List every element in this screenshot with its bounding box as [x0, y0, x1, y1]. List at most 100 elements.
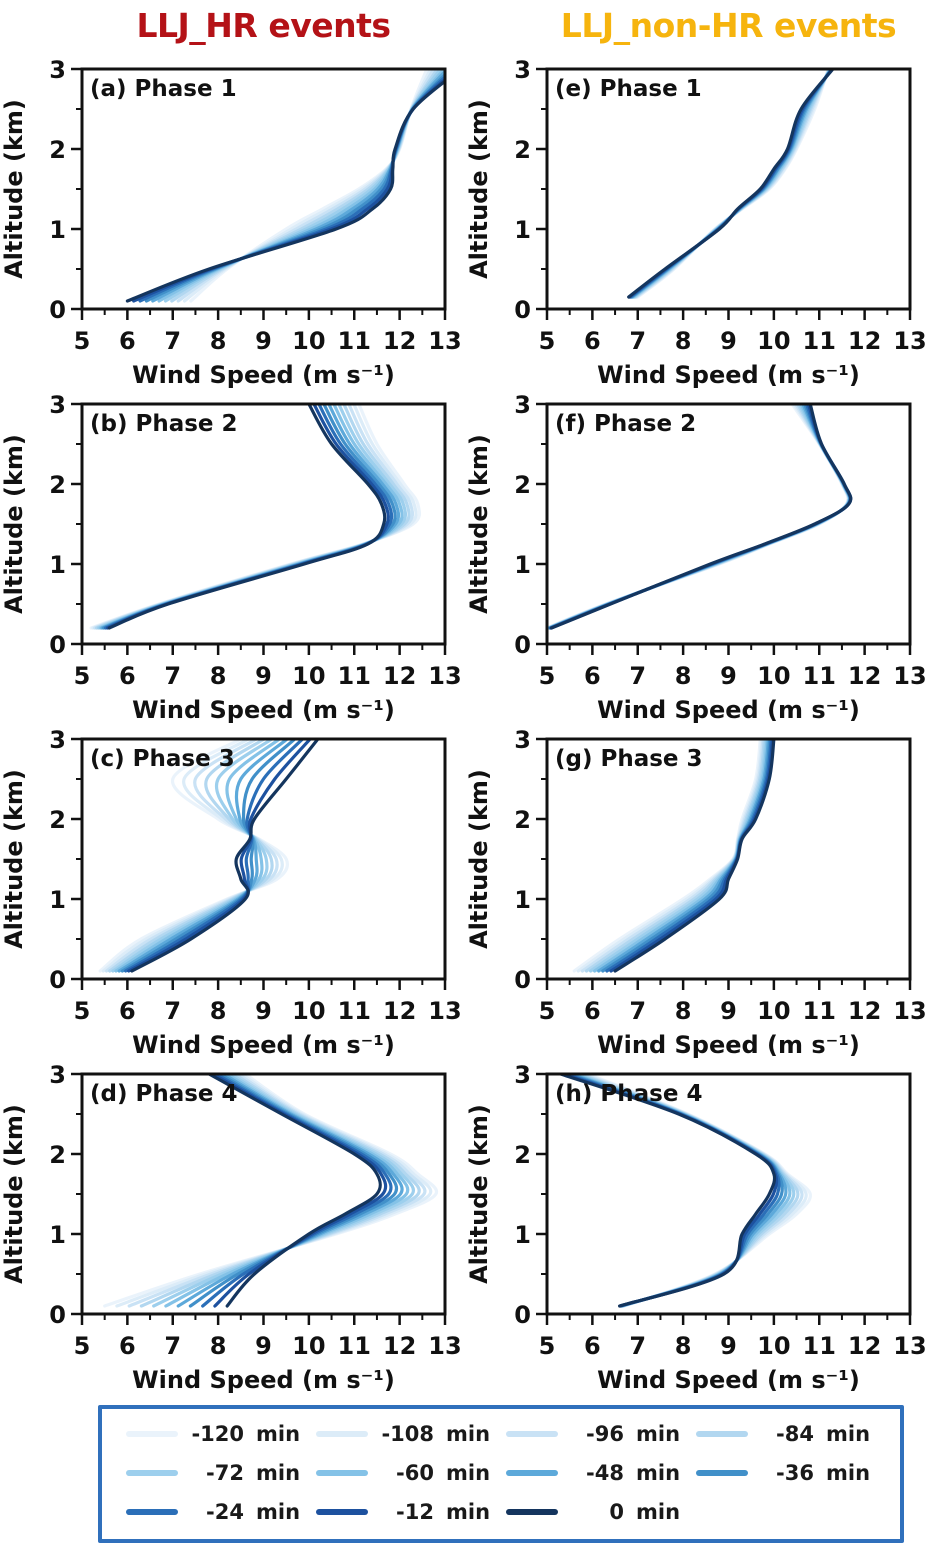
wind-profile-line--36min [144, 72, 445, 303]
y-tick-label: 1 [49, 551, 66, 579]
x-tick-label: 7 [629, 1332, 646, 1360]
y-tick-label: 1 [49, 216, 66, 244]
x-tick-label: 11 [803, 997, 836, 1025]
wind-profile-line-0min [130, 739, 320, 973]
legend-color-swatch-icon [506, 1431, 558, 1437]
x-axis-title: Wind Speed (m s⁻¹) [132, 361, 395, 389]
legend-time-value: -96 [586, 1422, 624, 1446]
x-tick-label: 7 [629, 327, 646, 355]
legend-time-unit: min [446, 1500, 491, 1524]
x-tick-label: 9 [720, 327, 737, 355]
x-tick-label: 13 [893, 997, 926, 1025]
x-tick-label: 9 [255, 327, 272, 355]
wind-profile-line--84min [94, 404, 411, 630]
x-tick-label: 9 [720, 1332, 737, 1360]
y-tick-label: 2 [49, 471, 66, 499]
x-tick-label: 9 [720, 662, 737, 690]
wind-profile-line--96min [580, 1074, 804, 1308]
x-tick-label: 11 [803, 662, 836, 690]
wind-profile-line--48min [117, 739, 289, 973]
wind-profile-line--48min [548, 404, 852, 630]
x-axis-title: Wind Speed (m s⁻¹) [597, 696, 860, 724]
legend-time-unit: min [826, 1461, 871, 1485]
panel-label: (e) Phase 1 [555, 76, 702, 102]
y-tick-label: 0 [49, 631, 66, 659]
x-tick-label: 11 [338, 662, 371, 690]
y-tick-label: 1 [514, 1221, 531, 1249]
y-tick-label: 3 [514, 56, 531, 84]
wind-profile-line--108min [583, 1074, 808, 1308]
legend-item: -108 min [316, 1422, 502, 1446]
wind-profile-line--84min [578, 1074, 800, 1308]
y-axis-title: Altitude (km) [0, 99, 28, 279]
x-tick-label: 11 [338, 327, 371, 355]
x-axis-title: Wind Speed (m s⁻¹) [132, 1366, 395, 1394]
wind-profile-line--36min [629, 69, 834, 299]
profile-curves [103, 1074, 439, 1308]
wind-profile-line-0min [559, 1074, 777, 1308]
wind-profile-line-0min [549, 404, 853, 630]
panel-grid: 5 6 7 8 9 10 11 12 13 0 1 2 3 Wind Speed (m s⁻¹) Altit… [0, 55, 930, 1395]
x-tick-label: 6 [119, 1332, 136, 1360]
x-tick-label: 12 [383, 662, 416, 690]
wind-profile-line--12min [549, 404, 853, 630]
x-tick-label: 10 [292, 997, 325, 1025]
wind-profile-line--12min [561, 1074, 779, 1308]
legend-item: 0 min [506, 1500, 692, 1524]
x-tick-label: 12 [848, 662, 881, 690]
column-title-llj-hr: LLJ_HR events [136, 6, 391, 45]
panel-d-cell: 5 6 7 8 9 10 11 12 13 0 1 2 3 Wind Speed (m s⁻¹) Altit… [0, 1060, 465, 1395]
x-tick-label: 5 [539, 662, 556, 690]
x-tick-label: 13 [428, 327, 461, 355]
x-tick-label: 9 [255, 1332, 272, 1360]
x-tick-label: 8 [675, 997, 692, 1025]
legend-time-value: -36 [776, 1461, 814, 1485]
x-tick-label: 10 [757, 1332, 790, 1360]
x-tick-label: 11 [803, 1332, 836, 1360]
x-tick-label: 11 [338, 997, 371, 1025]
y-tick-label: 2 [49, 1141, 66, 1169]
legend-time-unit: min [636, 1500, 681, 1524]
x-tick-label: 7 [629, 997, 646, 1025]
y-tick-label: 0 [514, 296, 531, 324]
profile-curves [547, 404, 853, 630]
x-tick-label: 10 [757, 327, 790, 355]
wind-profile-line--120min [547, 404, 850, 630]
wind-profile-line--72min [632, 69, 832, 299]
legend-item: -60 min [316, 1461, 502, 1485]
legend-time-unit: min [446, 1422, 491, 1446]
x-tick-label: 5 [74, 997, 91, 1025]
panel-c-cell: 5 6 7 8 9 10 11 12 13 0 1 2 3 Wind Speed (m s⁻¹) Altit… [0, 725, 465, 1060]
y-tick-label: 3 [514, 1061, 531, 1089]
legend-color-swatch-icon [126, 1509, 178, 1515]
x-tick-label: 9 [720, 997, 737, 1025]
wind-profile-line--48min [630, 69, 833, 299]
figure-header: LLJ_HR events LLJ_non-HR events [0, 0, 930, 55]
x-tick-label: 12 [383, 997, 416, 1025]
x-axis-title: Wind Speed (m s⁻¹) [132, 1031, 395, 1059]
x-tick-label: 13 [893, 662, 926, 690]
legend-item: -84 min [696, 1422, 882, 1446]
x-tick-label: 13 [428, 1332, 461, 1360]
x-tick-label: 5 [74, 1332, 91, 1360]
legend-item: -72 min [126, 1461, 312, 1485]
profile-curves [559, 1074, 812, 1308]
wind-profile-line--72min [111, 739, 274, 973]
wind-profile-line--108min [101, 739, 284, 973]
panel-label: (b) Phase 2 [90, 411, 238, 437]
wind-profile-line--48min [151, 69, 445, 303]
y-axis-title: Altitude (km) [465, 99, 493, 279]
x-tick-label: 11 [338, 1332, 371, 1360]
panel-label: (c) Phase 3 [90, 746, 235, 772]
legend-time-value: -84 [776, 1422, 814, 1446]
y-tick-label: 2 [514, 1141, 531, 1169]
legend-item: -120 min [126, 1422, 312, 1446]
y-tick-label: 0 [49, 296, 66, 324]
legend-color-swatch-icon [126, 1431, 178, 1437]
